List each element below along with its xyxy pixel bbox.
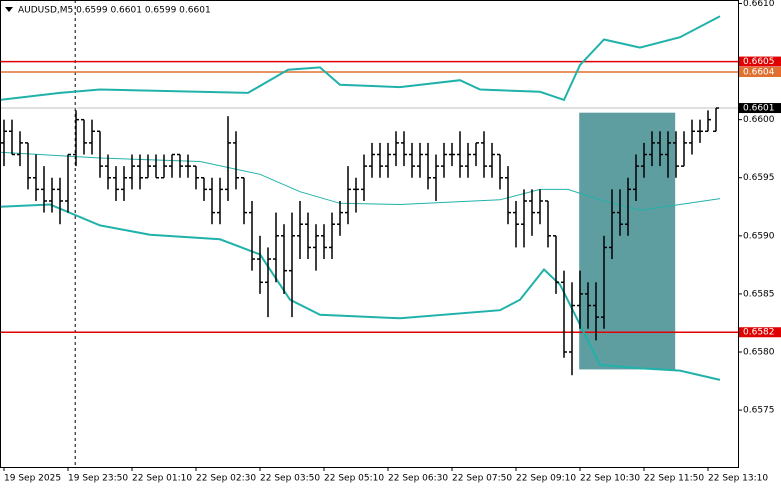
x-tick-label: 19 Sep 2025 bbox=[4, 474, 61, 484]
level-label: 0.6582 bbox=[743, 328, 775, 338]
y-tick-label: 0.6600 bbox=[743, 115, 775, 125]
x-tick-label: 22 Sep 11:50 bbox=[644, 474, 704, 484]
x-tick-label: 22 Sep 06:30 bbox=[388, 474, 448, 484]
x-tick-label: 22 Sep 07:50 bbox=[452, 474, 512, 484]
y-tick-label: 0.6595 bbox=[743, 173, 775, 183]
x-tick-label: 22 Sep 10:30 bbox=[580, 474, 640, 484]
x-tick-label: 22 Sep 03:50 bbox=[260, 474, 320, 484]
chart-title: AUDUSD,M5 0.6599 0.6601 0.6599 0.6601 bbox=[18, 6, 211, 16]
plot-area bbox=[0, 0, 738, 467]
bollinger-band bbox=[0, 15, 721, 102]
level-label-box bbox=[739, 56, 781, 67]
x-tick-label: 22 Sep 09:10 bbox=[516, 474, 576, 484]
y-tick-label: 0.6580 bbox=[743, 347, 775, 357]
menu-arrow[interactable] bbox=[5, 7, 13, 12]
y-tick-label: 0.6590 bbox=[743, 231, 775, 241]
x-tick-label: 22 Sep 05:10 bbox=[324, 474, 384, 484]
bollinger-band bbox=[0, 203, 721, 381]
level-label-box bbox=[739, 327, 781, 338]
x-tick-label: 22 Sep 13:10 bbox=[708, 474, 768, 484]
level-label-box bbox=[739, 67, 781, 78]
y-tick-label: 0.6585 bbox=[743, 289, 775, 299]
level-label-box bbox=[739, 103, 781, 114]
level-label: 0.6604 bbox=[743, 68, 775, 78]
level-label: 0.6605 bbox=[743, 57, 775, 67]
highlight-rectangle bbox=[579, 112, 676, 370]
plot-frame bbox=[0, 0, 739, 468]
x-tick-label: 22 Sep 01:10 bbox=[132, 474, 192, 484]
level-label: 0.6601 bbox=[743, 104, 775, 114]
bollinger-band bbox=[0, 151, 721, 211]
x-tick-label: 22 Sep 02:30 bbox=[196, 474, 256, 484]
y-tick-label: 0.6610 bbox=[743, 0, 775, 9]
x-tick-label: 19 Sep 23:50 bbox=[68, 474, 128, 484]
y-tick-label: 0.6575 bbox=[743, 406, 775, 416]
